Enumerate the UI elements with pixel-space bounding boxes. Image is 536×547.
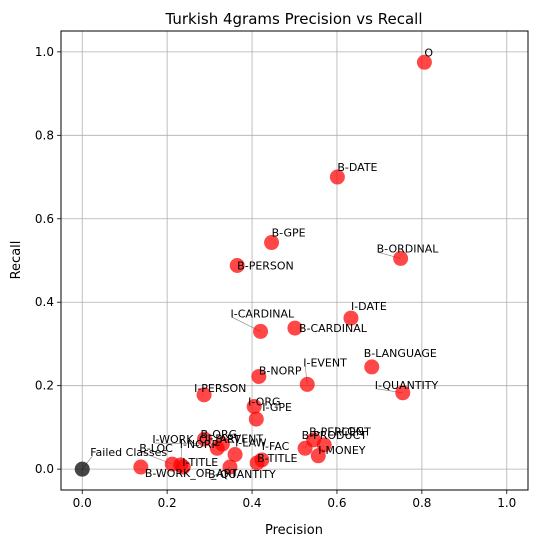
point-label: B-EVENT: [215, 432, 263, 445]
x-tick-label: 0.4: [242, 496, 261, 510]
data-point: [196, 431, 212, 447]
point-label: I-PERSON: [194, 382, 246, 395]
data-point: [395, 385, 411, 401]
point-label: I-ORG: [248, 396, 280, 409]
point-label: I-QUANTITY: [375, 379, 439, 392]
data-point: [299, 376, 315, 392]
data-point: [246, 399, 262, 415]
point-label: I-EVENT: [303, 356, 347, 369]
data-point: [343, 310, 359, 326]
point-label: B-CARDINAL: [299, 322, 368, 335]
point-label: B-TITLE: [257, 452, 297, 465]
data-point: [133, 459, 149, 475]
point-label: B-NORP: [259, 365, 302, 378]
point-label: B-DATE: [337, 161, 377, 174]
y-axis-label: Recall: [9, 241, 24, 280]
data-point: [175, 459, 191, 475]
data-point: [227, 447, 243, 463]
point-label: B-LOC: [139, 442, 173, 455]
point-label: B-QUANTITY: [208, 468, 276, 481]
data-point: [229, 258, 245, 274]
point-label: I-LAW: [235, 437, 267, 450]
point-label: B-PERSON: [237, 260, 294, 273]
x-tick-label: 0.2: [158, 496, 177, 510]
y-tick-label: 0.0: [35, 462, 54, 476]
point-label: I-NORP: [180, 438, 219, 451]
point-label: I-WORK_OF_ART: [152, 433, 241, 446]
data-point: [251, 369, 267, 385]
point-label: O: [424, 46, 433, 59]
data-point: [222, 459, 238, 475]
y-tick-label: 0.6: [35, 212, 54, 226]
point-label: I-TITLE: [182, 456, 218, 469]
y-tick-label: 0.8: [35, 128, 54, 142]
data-point: [364, 359, 380, 375]
data-point: [249, 455, 265, 471]
point-label: B-LANGUAGE: [364, 347, 437, 360]
data-point: [287, 320, 303, 336]
y-tick-label: 1.0: [35, 45, 54, 59]
point-label: I-LOC: [334, 425, 364, 438]
point-label: I-DATE: [351, 300, 387, 313]
failed-classes-point: [74, 461, 90, 477]
point-label: I-FAC: [262, 440, 290, 453]
y-tick-label: 0.4: [35, 295, 54, 309]
grid-layer: [61, 31, 528, 490]
point-label: Failed Classes: [90, 446, 167, 459]
label-leader-line: [154, 442, 223, 445]
x-tick-label: 0.0: [73, 496, 92, 510]
data-point: [297, 440, 313, 456]
data-point: [416, 54, 432, 70]
chart-title: Turkish 4grams Precision vs Recall: [164, 10, 422, 28]
data-point: [196, 387, 212, 403]
data-point: [310, 448, 326, 464]
axis-ticks: 0.0 0.2 0.4 0.6 0.8 1.0 0.0 0.2 0.4 0.6 0.8 1.0: [35, 45, 516, 510]
x-tick-label: 1.0: [497, 496, 516, 510]
data-point: [393, 250, 409, 266]
x-axis-label: Precision: [265, 523, 323, 538]
x-tick-label: 0.8: [412, 496, 431, 510]
data-point: [329, 169, 345, 185]
x-tick-label: 0.6: [327, 496, 346, 510]
y-tick-label: 0.2: [35, 379, 54, 393]
data-points: [74, 54, 432, 477]
point-label: I-MONEY: [318, 444, 366, 457]
point-label: B-GPE: [272, 227, 306, 240]
point-label: I-CARDINAL: [231, 307, 296, 320]
point-label: B-ORDINAL: [377, 242, 440, 255]
plot-frame: [60, 30, 529, 491]
data-point: [209, 440, 225, 456]
data-point: [253, 323, 269, 339]
point-label: B-ORG: [200, 428, 237, 441]
point-label: B-PERCENT: [309, 425, 371, 438]
data-point: [248, 411, 264, 427]
data-point: [264, 235, 280, 251]
point-label: I-GPE: [262, 401, 292, 414]
point-labels: O B-DATE B-GPE B-PERSON B-ORDINAL I-DATE I-CAR…: [90, 46, 439, 481]
point-label: B-WORK_OF_ART: [145, 467, 238, 480]
point-label: B-PRODUCT: [302, 429, 368, 442]
